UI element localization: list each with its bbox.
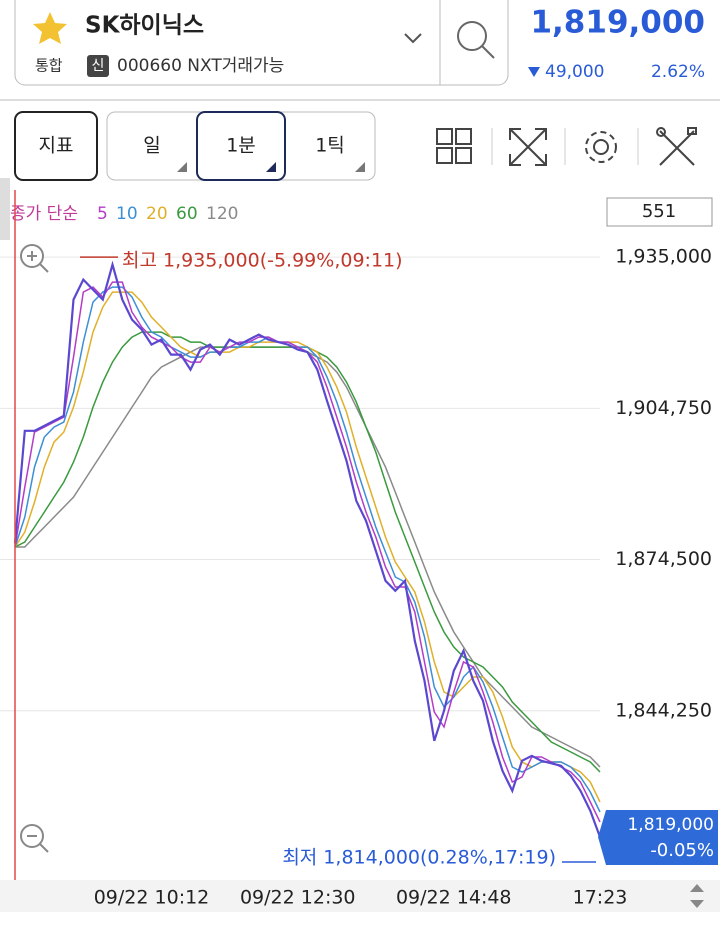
count-box[interactable] (606, 197, 713, 227)
legend-entry: 5 (97, 204, 108, 224)
count: 551 (642, 201, 676, 222)
layout-icon[interactable] (436, 128, 472, 164)
settings-icon[interactable] (585, 131, 617, 163)
price: 1,819,000 (530, 5, 705, 41)
x-tick-label: 09/22 10:12 (94, 887, 210, 909)
indicator-label: 지표 (39, 135, 74, 157)
corner-mark (266, 162, 276, 172)
y-tick-label: 1,844,250 (615, 699, 712, 721)
y-tick-label: 1,904,750 (615, 397, 712, 419)
y-tick-label: 1,874,500 (615, 548, 712, 570)
high-label: 최고 1,935,000(-5.99%,09:11) (122, 250, 403, 272)
search-icon-handle (481, 45, 495, 59)
period-tick[interactable]: 1틱 (315, 135, 345, 157)
legend-entry: 60 (176, 204, 198, 224)
badge-bg (87, 55, 109, 77)
change: 49,000 (545, 62, 604, 82)
search-box[interactable] (14, 0, 509, 86)
stock-code: 000660 NXT거래가능 (117, 56, 284, 76)
low-label: 최저 1,814,000(0.28%,17:19) (282, 847, 556, 869)
period-day[interactable]: 일 (143, 135, 160, 157)
search-icon[interactable] (457, 21, 487, 51)
ma-line (15, 346, 601, 768)
last-price-tag (598, 810, 718, 866)
badge: 신 (92, 58, 105, 74)
tools-icon[interactable] (656, 127, 697, 166)
price-line (13, 260, 602, 838)
down-arrow (528, 67, 540, 77)
dropdown-chevron[interactable] (404, 33, 422, 44)
zoom-out[interactable] (20, 824, 49, 853)
x-tick-label: 09/22 14:48 (396, 887, 512, 909)
ma-line (14, 286, 601, 813)
scroll-down[interactable] (690, 900, 704, 908)
ma-line (14, 291, 601, 803)
last-price-label: 1,819,000 (627, 815, 714, 835)
indicator-button[interactable] (14, 111, 98, 181)
corner-mark (355, 162, 365, 172)
legend-title: 종가 단순 (10, 204, 78, 224)
legend-entry: 10 (116, 204, 138, 224)
last-price-change: -0.05% (650, 840, 714, 861)
expand-icon[interactable] (509, 128, 547, 166)
x-tick-label: 09/22 12:30 (240, 887, 356, 909)
favorite-star[interactable] (33, 12, 67, 44)
change-rate: 2.62% (651, 62, 705, 82)
ma-line (14, 281, 601, 823)
legend-entry: 120 (206, 204, 238, 224)
corner-mark (177, 162, 187, 172)
stock-name: SK하이닉스 (85, 13, 204, 39)
period-selected[interactable] (196, 111, 286, 181)
legend-entry: 20 (146, 204, 168, 224)
x-axis-band (0, 880, 720, 912)
scroll-up[interactable] (690, 884, 704, 892)
plot: 1,935,000 1,904,750 1,874,500 1,844,250 09/2… (0, 204, 718, 909)
period-minute[interactable]: 1분 (226, 135, 256, 157)
y-tick-label: 1,935,000 (615, 246, 712, 268)
x-tick-label: 17:23 (573, 887, 628, 909)
side-tab[interactable] (0, 178, 10, 240)
zoom-in[interactable] (20, 244, 49, 273)
market-label: 통합 (35, 57, 63, 75)
